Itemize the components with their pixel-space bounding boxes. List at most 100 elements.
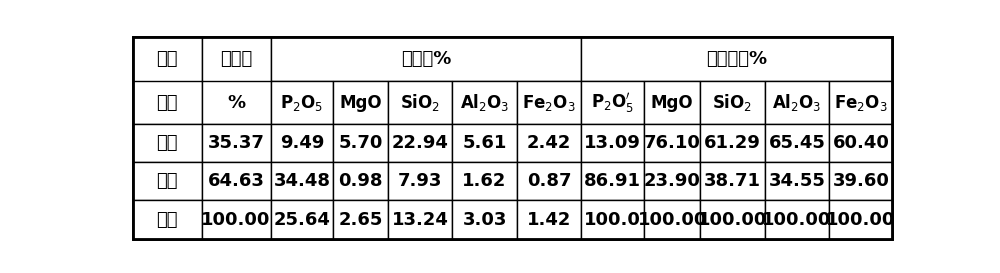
Text: 0.87: 0.87 [527,172,571,190]
Text: 13.09: 13.09 [584,134,641,152]
Text: 60.40: 60.40 [832,134,889,152]
Text: 2.42: 2.42 [527,134,571,152]
Text: 产品: 产品 [156,50,178,68]
Bar [829,200,892,239]
Text: 2.65: 2.65 [338,210,383,229]
Bar [700,124,765,162]
Text: 品位，%: 品位，% [401,50,451,68]
Bar [581,37,892,81]
Bar [388,81,452,124]
Bar [581,124,644,162]
Text: 61.29: 61.29 [704,134,761,152]
Text: 精矿: 精矿 [156,172,178,190]
Text: 34.48: 34.48 [273,172,330,190]
Text: 38.71: 38.71 [704,172,761,190]
Text: 25.64: 25.64 [274,210,330,229]
Text: 39.60: 39.60 [832,172,889,190]
Text: 5.70: 5.70 [338,134,383,152]
Bar [829,81,892,124]
Bar [644,200,700,239]
Text: 0.98: 0.98 [338,172,383,190]
Bar [333,200,388,239]
Bar [388,162,452,200]
Text: 名称: 名称 [156,94,178,112]
Bar [517,162,581,200]
Bar [271,200,333,239]
Text: MgO: MgO [651,94,694,112]
Text: MgO: MgO [339,94,382,112]
Text: Al$_2$O$_3$: Al$_2$O$_3$ [460,92,509,113]
Text: 22.94: 22.94 [391,134,448,152]
Text: SiO$_2$: SiO$_2$ [712,92,753,113]
Bar [644,81,700,124]
Bar [644,124,700,162]
Bar [333,124,388,162]
Text: P$_2$O$_5$: P$_2$O$_5$ [280,93,323,112]
Text: 64.63: 64.63 [208,172,265,190]
Text: 23.90: 23.90 [644,172,701,190]
Bar [765,81,829,124]
Bar [581,81,644,124]
Text: 5.61: 5.61 [462,134,507,152]
Text: 100.00: 100.00 [826,210,896,229]
Bar [452,81,517,124]
Bar [644,162,700,200]
Text: 尾矿: 尾矿 [156,134,178,152]
Bar [452,200,517,239]
Text: 100.00: 100.00 [638,210,707,229]
Bar [517,200,581,239]
Bar [202,37,271,124]
Bar [765,162,829,200]
Bar [829,124,892,162]
Bar [271,37,581,81]
Text: 100.00: 100.00 [698,210,767,229]
Text: 7.93: 7.93 [398,172,442,190]
Text: 100.00: 100.00 [201,210,271,229]
Bar [452,124,517,162]
Bar [700,81,765,124]
Text: 34.55: 34.55 [769,172,826,190]
Text: P$_2$O$_5'$: P$_2$O$_5'$ [591,91,634,115]
Text: 1.62: 1.62 [462,172,507,190]
Bar [829,162,892,200]
Bar [133,200,202,239]
Bar [202,124,271,162]
Text: 1.42: 1.42 [527,210,571,229]
Bar [700,162,765,200]
Text: Fe$_2$O$_3$: Fe$_2$O$_3$ [522,93,576,112]
Bar [388,200,452,239]
Text: Fe$_2$O$_3$: Fe$_2$O$_3$ [834,93,888,112]
Bar [133,124,202,162]
Bar [765,124,829,162]
Bar [765,200,829,239]
Bar [517,124,581,162]
Text: 9.49: 9.49 [280,134,324,152]
Bar [517,81,581,124]
Text: 100.00: 100.00 [762,210,832,229]
Text: Al$_2$O$_3$: Al$_2$O$_3$ [772,92,822,113]
Text: 产率，: 产率， [220,50,252,68]
Bar [202,200,271,239]
Text: 100.0: 100.0 [584,210,641,229]
Bar [581,200,644,239]
Bar [333,162,388,200]
Bar [452,162,517,200]
Bar [581,162,644,200]
Text: 回收率，%: 回收率，% [706,50,767,68]
Bar [333,81,388,124]
Bar [133,37,202,124]
Text: 35.37: 35.37 [208,134,265,152]
Bar [271,162,333,200]
Text: 76.10: 76.10 [644,134,701,152]
Text: SiO$_2$: SiO$_2$ [400,92,440,113]
Text: 13.24: 13.24 [391,210,448,229]
Bar [133,162,202,200]
Text: 65.45: 65.45 [769,134,826,152]
Bar [700,200,765,239]
Bar [271,124,333,162]
Text: 原矿: 原矿 [156,210,178,229]
Text: %: % [227,94,245,112]
Text: 86.91: 86.91 [584,172,641,190]
Bar [388,124,452,162]
Bar [271,81,333,124]
